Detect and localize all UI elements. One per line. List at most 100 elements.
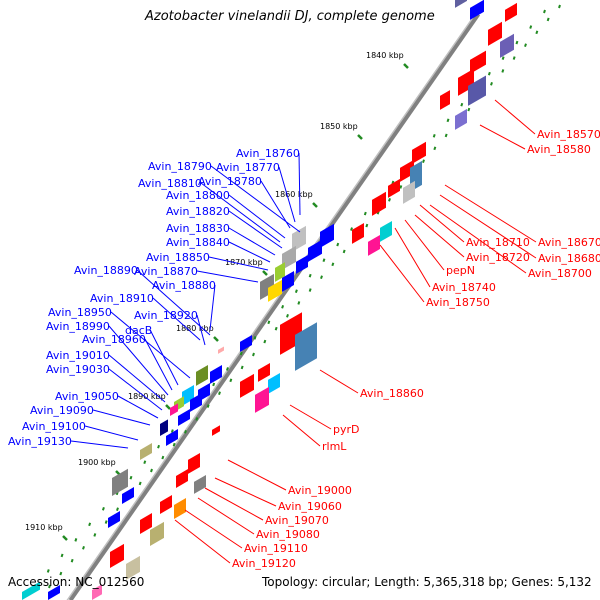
ruler-minor-tick xyxy=(558,4,561,9)
ruler-minor-tick xyxy=(320,275,323,279)
label-leader-line xyxy=(479,124,526,150)
gene-feature-block xyxy=(218,346,224,354)
gene-label-forward: Avin_18870 xyxy=(134,265,198,278)
gene-feature-block xyxy=(92,584,102,600)
gene-feature-block xyxy=(194,475,206,494)
gene-feature-block xyxy=(210,364,222,384)
gene-feature-block xyxy=(282,245,296,270)
label-leader-line xyxy=(108,368,163,411)
gene-label-reverse: Avin_19080 xyxy=(256,528,320,541)
ruler-minor-tick xyxy=(286,314,289,318)
gene-feature-block xyxy=(470,50,486,74)
ruler-minor-tick xyxy=(444,133,448,138)
ruler-minor-tick xyxy=(48,584,51,589)
ruler-minor-tick xyxy=(253,336,257,340)
gene-feature-block xyxy=(122,487,134,504)
ruler-minor-tick xyxy=(46,569,50,573)
accession-info: Accession: NC_012560 xyxy=(8,575,144,589)
label-leader-line xyxy=(210,165,301,233)
ruler-minor-tick xyxy=(331,262,335,267)
ruler-minor-tick xyxy=(399,185,403,189)
gene-label-reverse: Avin_19070 xyxy=(265,514,329,527)
gene-feature-block xyxy=(48,585,60,600)
gene-feature-block xyxy=(255,386,269,413)
label-leader-line xyxy=(197,497,255,535)
ruler-minor-tick xyxy=(74,538,78,542)
gene-label-forward: Avin_18960 xyxy=(82,333,146,346)
ruler-minor-tick xyxy=(143,460,147,464)
label-leader-line xyxy=(228,194,286,239)
gene-label-forward: Avin_18990 xyxy=(46,320,110,333)
label-leader-line xyxy=(117,395,159,419)
gene-label-reverse: Avin_19000 xyxy=(288,484,352,497)
ruler-minor-tick xyxy=(157,444,161,449)
gene-feature-block xyxy=(372,191,386,216)
ruler-tick-label: 1840 kbp xyxy=(366,51,404,60)
ruler-minor-tick xyxy=(432,134,436,138)
gene-feature-block xyxy=(470,0,484,20)
gene-label-forward: Avin_18840 xyxy=(166,236,230,249)
ruler-minor-tick xyxy=(515,40,519,45)
label-leader-line xyxy=(228,227,276,256)
ruler-tick-label: 1860 kbp xyxy=(275,190,313,199)
ruler-minor-tick xyxy=(239,351,243,356)
gene-label-forward: Avin_19130 xyxy=(8,435,72,448)
gene-feature-block xyxy=(160,419,168,436)
ruler-minor-tick xyxy=(172,442,176,447)
gene-feature-block xyxy=(500,33,514,58)
gene-feature-block xyxy=(190,393,202,412)
ruler-major-tick xyxy=(312,202,318,208)
label-leader-line xyxy=(84,425,139,441)
ruler-minor-tick xyxy=(59,571,63,576)
label-leader-line xyxy=(208,256,269,271)
gene-feature-block xyxy=(282,270,294,292)
gene-feature-block xyxy=(488,21,502,46)
ruler-minor-tick xyxy=(161,455,165,460)
gene-label-reverse: Avin_19110 xyxy=(244,542,308,555)
label-leader-line xyxy=(214,477,277,507)
gene-label-forward: Avin_18800 xyxy=(166,189,230,202)
ruler-minor-tick xyxy=(422,159,425,163)
ruler-minor-tick xyxy=(342,249,346,254)
ruler-minor-tick xyxy=(524,43,527,47)
ruler-minor-tick xyxy=(529,25,533,29)
ruler-minor-tick xyxy=(206,404,210,408)
label-leader-line xyxy=(227,459,287,491)
ruler-minor-tick xyxy=(350,227,353,231)
ruler-minor-tick xyxy=(240,365,244,370)
ruler-minor-tick xyxy=(212,382,216,387)
ruler-minor-tick xyxy=(467,107,471,112)
label-leader-line xyxy=(404,219,445,271)
gene-feature-block xyxy=(258,362,270,382)
label-leader-line xyxy=(174,519,231,564)
ruler-minor-tick xyxy=(535,30,539,35)
ruler-major-tick xyxy=(213,336,219,342)
ruler-minor-tick xyxy=(267,320,271,325)
gene-label-reverse: Avin_18860 xyxy=(360,387,424,400)
accession-label: Accession: xyxy=(8,575,72,589)
ruler-minor-tick xyxy=(281,304,285,309)
gene-label-forward: Avin_18830 xyxy=(166,222,230,235)
ruler-minor-tick xyxy=(226,367,229,371)
gene-label-forward: Avin_18920 xyxy=(134,309,198,322)
label-leader-line xyxy=(108,325,169,396)
gene-label-forward: Avin_18770 xyxy=(216,161,280,174)
label-leader-line xyxy=(419,204,465,243)
gene-label-forward: Avin_18850 xyxy=(146,251,210,264)
ruler-major-tick xyxy=(403,63,409,69)
gene-label-reverse: Avin_18710 xyxy=(466,236,530,249)
ruler-minor-tick xyxy=(433,146,437,151)
genes-count-label: Genes: xyxy=(511,575,554,589)
gene-feature-block xyxy=(400,159,414,182)
ruler-minor-tick xyxy=(70,558,74,563)
genes-count-value: 5,132 xyxy=(557,575,592,589)
topology-value: circular xyxy=(321,575,367,589)
gene-feature-block xyxy=(166,429,178,446)
ruler-tick-label: 1910 kbp xyxy=(25,523,63,532)
gene-label-reverse: Avin_18720 xyxy=(466,251,530,264)
ruler-minor-tick xyxy=(252,352,255,357)
gene-feature-block xyxy=(292,225,306,252)
ruler-minor-tick xyxy=(501,56,505,60)
label-leader-line xyxy=(444,184,537,243)
gene-feature-block xyxy=(160,495,172,514)
